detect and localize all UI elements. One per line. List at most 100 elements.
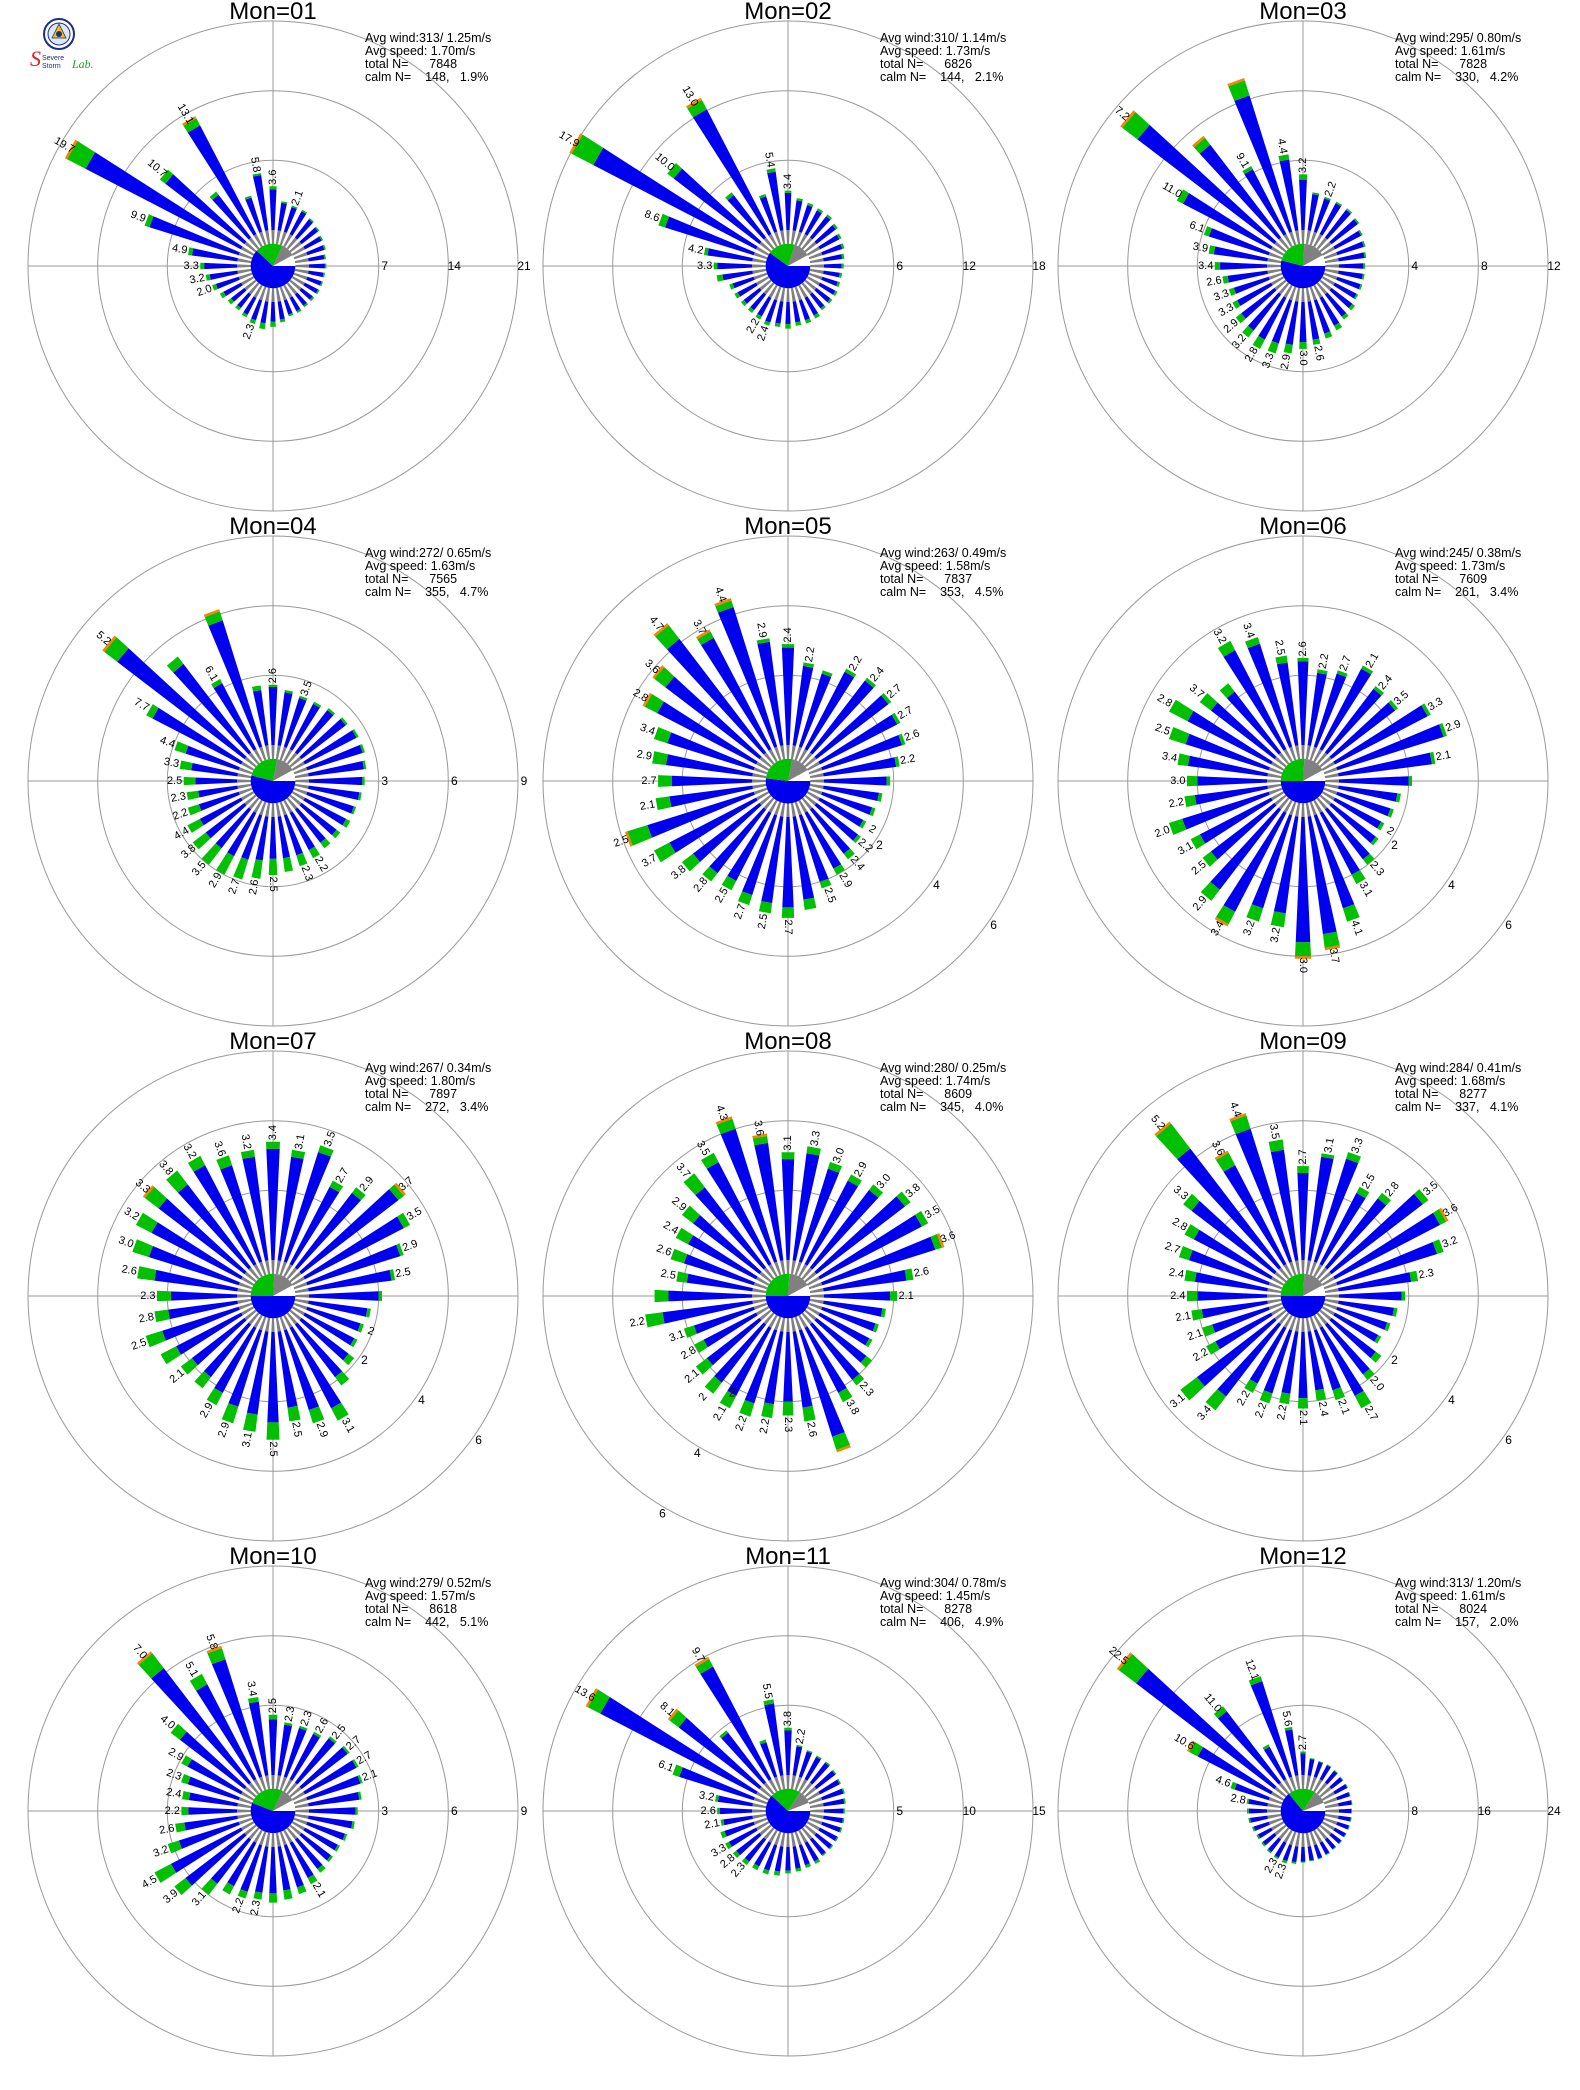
sector-bar-blue	[1313, 1329, 1341, 1391]
sector-bar-calm-segment	[244, 794, 257, 806]
sector-bar-green	[1322, 931, 1340, 948]
panel-stats: Avg wind:279/ 0.52m/s Avg speed: 1.57m/s t…	[365, 1577, 491, 1629]
sector-bar-blue	[165, 174, 247, 245]
sector-bar-blue	[1276, 662, 1299, 746]
sector-bar-green	[713, 262, 718, 270]
sector-bar-calm-segment	[801, 752, 813, 765]
wind-rose-panel: 3.2 2.2 2.6 3.0 2.9 3.3 2.8 3.2 2.9 3.3 3.3 2.6 3.4 3…	[1050, 0, 1570, 520]
sector-bar-green	[1219, 683, 1235, 699]
sector-bar-green	[627, 825, 652, 846]
sector-bar-blue	[818, 714, 898, 765]
sector-value-label: 2.8	[1155, 692, 1174, 710]
sector-bar-blue	[193, 1165, 257, 1266]
sector-bar-green	[237, 1889, 248, 1899]
sector-bar-calm-segment	[286, 752, 298, 765]
sector-bar-green	[342, 1745, 350, 1754]
sector-bar-calm-segment	[1316, 237, 1328, 250]
sector-bar-calm-segment	[294, 268, 309, 274]
sector-value-label: 3.1	[1176, 840, 1195, 858]
sector-bar-green	[1373, 686, 1384, 696]
sector-bar-green	[1200, 881, 1220, 901]
sector-bar-blue	[1197, 1291, 1267, 1301]
sector-bar-orange	[685, 97, 702, 109]
sector-bar-calm-segment	[759, 1786, 772, 1798]
ring-label: 9	[521, 1804, 528, 1818]
sector-bar-green	[864, 677, 876, 688]
sector-bar-calm-segment	[759, 1271, 772, 1283]
sector-bar-green	[299, 695, 308, 701]
sector-bar-green	[843, 848, 855, 860]
sector-bar-green	[1245, 637, 1260, 649]
sector-bar-calm-segment	[753, 767, 768, 775]
sector-bar-calm-segment	[241, 1791, 255, 1801]
stats-line-avg-wind: Avg wind:313/ 1.25m/s	[365, 31, 492, 45]
sector-bar-green	[658, 775, 672, 787]
sector-bar-green	[719, 1390, 737, 1409]
sector-value-label: 2.1	[310, 1881, 328, 1900]
sector-bar-blue	[303, 1312, 355, 1346]
sector-bar-green	[1401, 1291, 1406, 1301]
sector-bar-blue	[774, 1846, 784, 1872]
sector-value-label: 2.8	[1230, 1792, 1247, 1806]
sector-bar-green	[259, 322, 266, 330]
sector-bar-calm-segment	[1313, 1314, 1323, 1328]
sector-bar-green	[1205, 1389, 1227, 1411]
sector-bar-calm-segment	[293, 1302, 308, 1310]
stats-line-avg-wind: Avg wind:284/ 0.41m/s	[1395, 1061, 1522, 1075]
sector-bar-blue	[1199, 797, 1273, 844]
sector-bar-blue	[308, 1300, 368, 1317]
sector-bar-blue	[1339, 263, 1364, 269]
sector-bar-green	[1395, 793, 1401, 803]
sector-bar-green	[1335, 201, 1343, 207]
sector-bar-green	[831, 1769, 837, 1775]
sector-bar-green	[174, 741, 189, 754]
sector-bar-calm-segment	[768, 1829, 778, 1843]
sector-value-label: 12.1	[1242, 1658, 1261, 1682]
sector-bar-blue	[1235, 1128, 1293, 1263]
sector-bar-calm-segment	[790, 1775, 796, 1790]
sector-bar-calm-segment	[810, 1809, 824, 1813]
sector-bar-green	[734, 292, 741, 299]
sector-bar-calm-segment	[1267, 773, 1282, 779]
wind-rose-svg: 2.62.2 2.7 2.12.43.5 3.32.92.122.33.14.13.7…	[1057, 535, 1549, 1027]
sector-value-label: 3.2	[1297, 158, 1309, 173]
sector-bar-blue	[1329, 219, 1358, 245]
sector-bar-calm-segment	[237, 1298, 252, 1304]
sector-bar-green	[269, 186, 277, 190]
sector-bar-green	[1392, 1307, 1398, 1317]
sector-bar-orange	[1192, 135, 1205, 148]
sector-bar-blue	[268, 1719, 278, 1775]
sector-bar-green	[865, 1338, 873, 1348]
sector-bar-calm-segment	[1267, 1809, 1281, 1813]
sector-bar-calm-segment	[1278, 1827, 1290, 1840]
sector-bar-orange	[937, 1233, 945, 1248]
sector-value-label: 3.4	[1198, 260, 1213, 272]
sector-bar-green	[827, 1161, 842, 1173]
sector-value-label: 2	[1385, 825, 1396, 838]
sector-bar-green	[1377, 821, 1385, 831]
sector-bar-green	[301, 209, 308, 214]
sector-bar-green	[1347, 1825, 1350, 1830]
sector-bar-green	[283, 856, 293, 872]
sector-bar-calm-segment	[798, 1314, 808, 1328]
sector-bar-green	[343, 1353, 355, 1366]
sector-value-label: 2.3	[1418, 1267, 1435, 1281]
sector-bar-calm-segment	[241, 1276, 255, 1286]
sector-bar-orange	[64, 139, 78, 160]
sector-bar-calm-segment	[1305, 230, 1311, 245]
sector-bar-green	[703, 247, 709, 256]
stats-line-total: total N= 7828	[1395, 57, 1488, 71]
sector-bar-blue	[683, 1254, 755, 1286]
sector-bar-calm-segment	[752, 1809, 766, 1813]
sector-value-label: 2.2	[629, 1315, 646, 1329]
sector-value-label: 3.3	[1212, 287, 1230, 304]
ring-label: 3	[381, 774, 388, 788]
sector-bar-orange	[569, 133, 583, 154]
sector-bar-blue	[1338, 785, 1398, 802]
sector-value-label: 2.1	[704, 1817, 721, 1831]
sector-value-label: 2.8	[138, 1311, 155, 1325]
sector-bar-blue	[1307, 1331, 1324, 1391]
sector-value-label: 3.3	[184, 260, 199, 272]
sector-bar-calm-segment	[1267, 1298, 1282, 1304]
sector-bar-blue	[269, 189, 277, 230]
